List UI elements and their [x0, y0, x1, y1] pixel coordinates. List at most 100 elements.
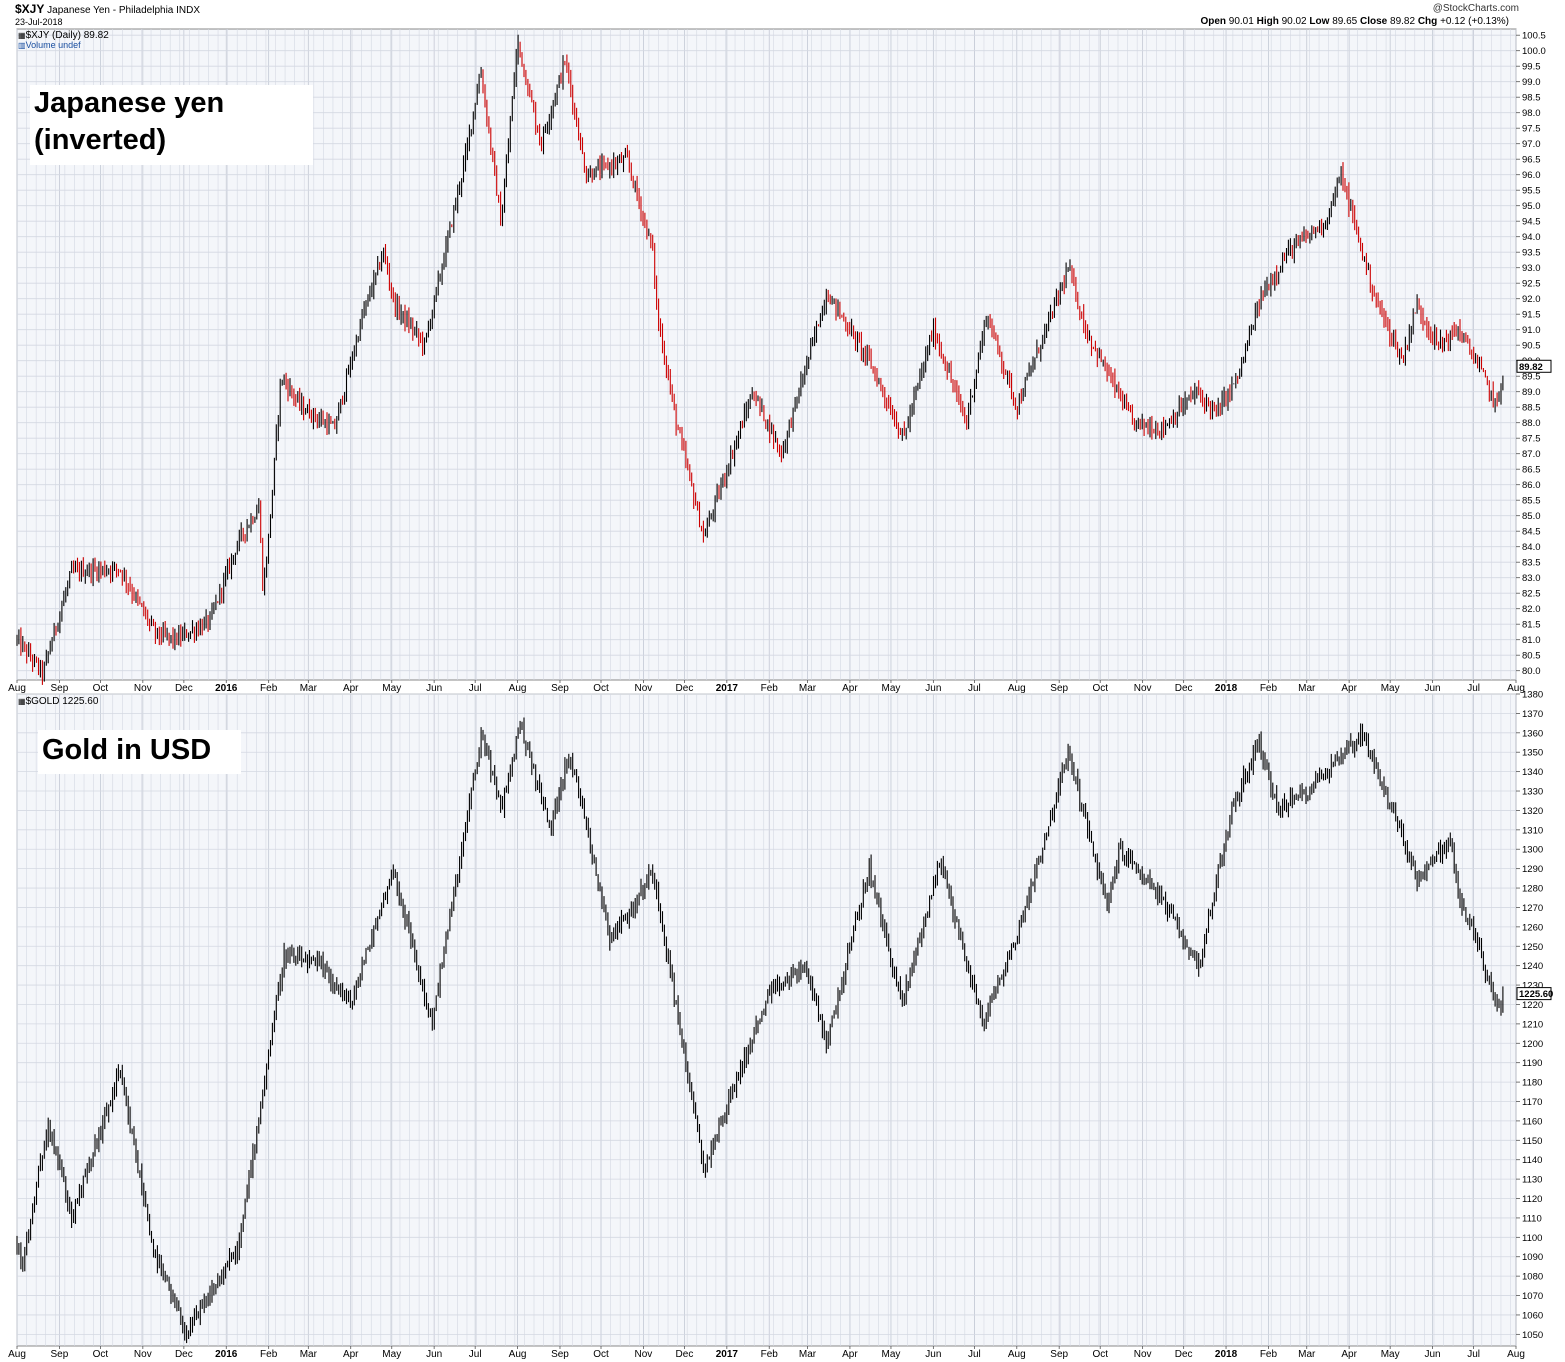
y-tick-label: 97.5: [1522, 124, 1541, 135]
x-tick-label: Jul: [469, 683, 482, 694]
yen-title-text: $XJY (Daily) 89.82: [25, 30, 109, 41]
x-tick-label: Sep: [1050, 683, 1068, 694]
x-tick-label: May: [382, 1349, 401, 1360]
y-tick-label: 1170: [1522, 1097, 1542, 1108]
y-tick-label: 88.0: [1522, 418, 1541, 429]
x-tick-label: Mar: [1298, 1349, 1316, 1360]
y-tick-label: 1320: [1522, 806, 1543, 817]
chg-label: Chg: [1417, 16, 1438, 27]
y-tick-label: 1100: [1522, 1233, 1542, 1244]
y-tick-label: 93.0: [1522, 263, 1541, 274]
y-tick-label: 1190: [1522, 1058, 1542, 1069]
y-tick-label: 1150: [1522, 1136, 1542, 1147]
brand-logo[interactable]: @StockCharts.com: [1432, 3, 1519, 14]
last-value-label: 1225.60: [1519, 989, 1553, 1000]
x-tick-label: Mar: [799, 1349, 817, 1360]
y-tick-label: 1110: [1522, 1213, 1542, 1224]
x-tick-label: Sep: [51, 1349, 69, 1360]
x-tick-label: 2016: [215, 683, 238, 694]
y-tick-label: 86.0: [1522, 480, 1541, 491]
y-axis: 1050 1060 1070 1080 1090 1100 1110 1120 1130 1140…: [17, 690, 1543, 1341]
yen-subtitle-text: Volume undef: [25, 40, 81, 50]
x-tick-label: Dec: [175, 1349, 193, 1360]
x-tick-label: Aug: [1507, 1349, 1525, 1360]
exchange: INDX: [176, 5, 201, 16]
y-tick-label: 99.0: [1522, 77, 1541, 88]
instrument-name: Japanese Yen - Philadelphia: [47, 5, 174, 16]
x-tick-label: May: [1381, 1349, 1400, 1360]
x-tick-label: Aug: [1008, 1349, 1026, 1360]
x-tick-label: Jul: [968, 683, 981, 694]
y-tick-label: 82.0: [1522, 604, 1541, 615]
open-label: Open: [1200, 16, 1226, 27]
y-tick-label: 1310: [1522, 825, 1543, 836]
y-tick-label: 1080: [1522, 1272, 1543, 1283]
x-tick-label: Mar: [799, 683, 817, 694]
x-tick-label: Dec: [1175, 683, 1193, 694]
yen-panel-title: ▦$XJY (Daily) 89.82: [18, 30, 109, 41]
x-tick-label: Feb: [761, 1349, 779, 1360]
x-axis: Aug Sep Oct Nov Dec 2016 Feb Mar Apr May Jun Jul Aug…: [8, 680, 1525, 694]
x-tick-label: Feb: [260, 683, 278, 694]
close-label: Close: [1360, 16, 1388, 27]
x-tick-label: Oct: [93, 683, 109, 694]
y-tick-label: 96.0: [1522, 170, 1541, 181]
y-tick-label: 92.5: [1522, 279, 1541, 290]
y-tick-label: 94.0: [1522, 232, 1541, 243]
y-tick-label: 1160: [1522, 1116, 1542, 1127]
x-tick-label: Feb: [761, 683, 779, 694]
x-tick-label: Sep: [51, 683, 69, 694]
x-tick-label: 2017: [716, 1349, 739, 1360]
x-tick-label: Nov: [1134, 683, 1152, 694]
x-tick-label: Aug: [8, 1349, 26, 1360]
y-tick-label: 99.5: [1522, 62, 1541, 73]
y-tick-label: 97.0: [1522, 139, 1541, 150]
x-tick-label: Feb: [260, 1349, 278, 1360]
x-tick-label: May: [882, 683, 901, 694]
x-tick-label: Jun: [1425, 1349, 1441, 1360]
y-tick-label: 1060: [1522, 1310, 1543, 1321]
y-tick-label: 92.0: [1522, 294, 1541, 305]
x-tick-label: Jun: [925, 1349, 941, 1360]
y-tick-label: 85.0: [1522, 511, 1541, 522]
y-tick-label: 84.0: [1522, 542, 1541, 553]
x-tick-label: Apr: [842, 683, 858, 694]
x-tick-label: Jul: [469, 1349, 482, 1360]
x-tick-label: Jul: [1467, 1349, 1480, 1360]
y-tick-label: 1300: [1522, 845, 1543, 856]
low-label: Low: [1309, 16, 1330, 27]
x-tick-label: Sep: [551, 1349, 569, 1360]
y-tick-label: 86.5: [1522, 465, 1541, 476]
y-tick-label: 1180: [1522, 1078, 1542, 1089]
y-tick-label: 1260: [1522, 922, 1543, 933]
y-tick-label: 98.0: [1522, 108, 1541, 119]
y-tick-label: 94.5: [1522, 217, 1541, 228]
header-date: 23-Jul-2018: [15, 17, 63, 27]
y-tick-label: 1280: [1522, 884, 1543, 895]
y-tick-label: 1270: [1522, 903, 1543, 914]
x-tick-label: Mar: [300, 683, 318, 694]
y-tick-label: 95.0: [1522, 201, 1541, 212]
y-tick-label: 82.5: [1522, 589, 1541, 600]
x-tick-label: Jun: [426, 683, 442, 694]
gold-annotation: Gold in USD: [38, 730, 241, 774]
symbol: $XJY: [15, 2, 45, 16]
y-tick-label: 100.5: [1522, 31, 1546, 42]
x-tick-label: Nov: [1134, 1349, 1152, 1360]
y-tick-label: 84.5: [1522, 527, 1541, 538]
x-tick-label: 2018: [1215, 683, 1238, 694]
gold-panel-title: ▦$GOLD 1225.60: [18, 696, 99, 707]
y-tick-label: 1330: [1522, 787, 1543, 798]
y-tick-label: 96.5: [1522, 155, 1541, 166]
x-tick-label: May: [382, 683, 401, 694]
yen-volume-note: ▥Volume undef: [18, 40, 81, 50]
y-axis: 80.0 80.5 81.0 81.5 82.0 82.5 83.0 83.5 84.0 84.5…: [17, 31, 1546, 677]
y-tick-label: 87.0: [1522, 449, 1541, 460]
x-tick-label: Oct: [593, 683, 609, 694]
y-tick-label: 81.5: [1522, 620, 1541, 631]
y-tick-label: 98.5: [1522, 93, 1541, 104]
high-label: High: [1256, 16, 1279, 27]
y-tick-label: 1090: [1522, 1252, 1543, 1263]
y-tick-label: 1050: [1522, 1330, 1543, 1341]
